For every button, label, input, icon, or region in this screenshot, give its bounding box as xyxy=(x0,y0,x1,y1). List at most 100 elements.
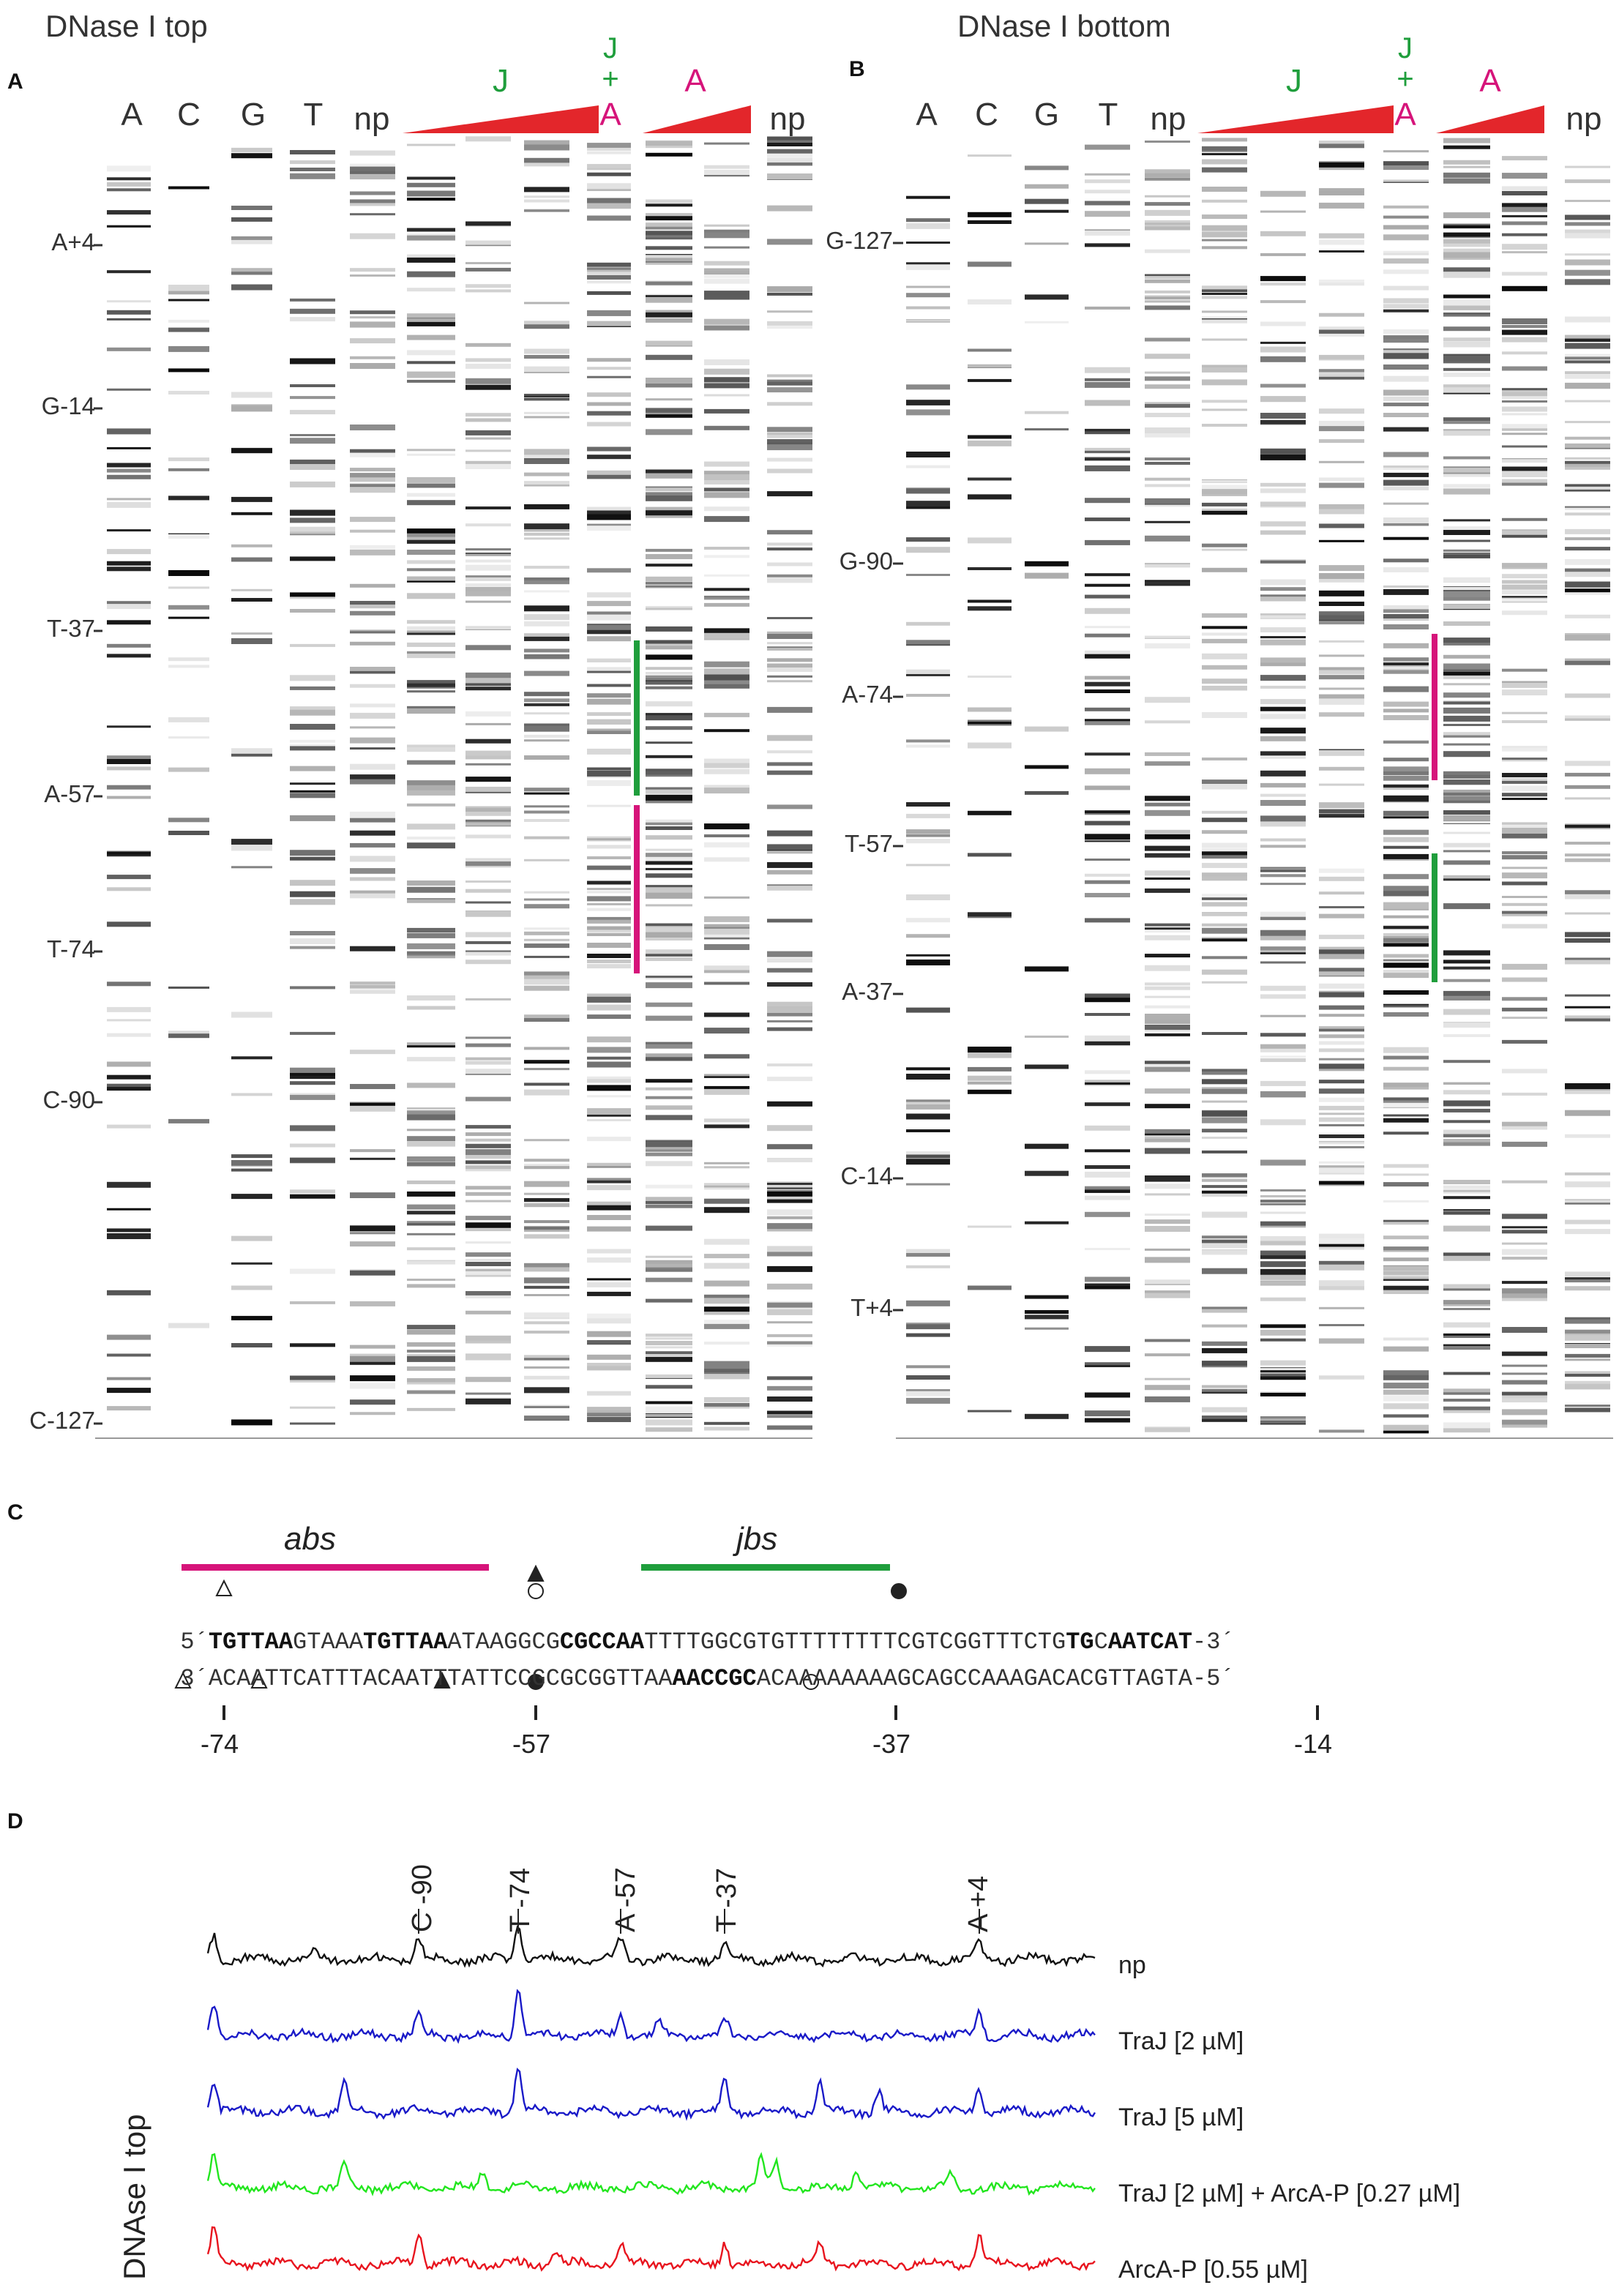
gel-band xyxy=(1085,840,1130,842)
gel-band xyxy=(646,789,692,794)
gel-band xyxy=(646,1298,692,1303)
gel-band xyxy=(587,1318,631,1324)
gel-band xyxy=(1260,675,1306,681)
gel-band xyxy=(465,861,511,866)
gel-band xyxy=(1085,1082,1130,1085)
gel-band xyxy=(107,501,151,508)
gel-band xyxy=(1383,502,1429,505)
gel-band xyxy=(524,348,569,354)
gel-lane xyxy=(465,136,511,1405)
gel-band xyxy=(290,481,335,487)
gel-band xyxy=(350,981,395,985)
gel-band xyxy=(1383,1114,1429,1117)
gel-band xyxy=(1085,1286,1130,1289)
gel-band xyxy=(1085,457,1130,461)
gel-band xyxy=(1202,1416,1247,1419)
gel-band xyxy=(524,529,569,532)
gel-band xyxy=(1383,926,1429,930)
gel-band xyxy=(1383,795,1429,801)
gel-band xyxy=(968,220,1012,224)
gel-band xyxy=(407,533,455,537)
gel-band xyxy=(290,517,335,523)
gel-band xyxy=(587,845,631,849)
gel-band xyxy=(1260,1080,1306,1086)
gel-band xyxy=(587,767,631,771)
gel-band xyxy=(290,1194,335,1199)
gel-band xyxy=(767,680,812,683)
gel-band xyxy=(1260,916,1306,921)
gel-band xyxy=(646,223,692,227)
gel-band xyxy=(1202,1239,1247,1245)
gel-band xyxy=(1145,834,1190,840)
gel-band xyxy=(524,614,569,621)
gel-band xyxy=(1319,190,1364,195)
gel-band xyxy=(1383,1085,1429,1090)
gel-band xyxy=(1145,1290,1190,1295)
gel-band xyxy=(107,604,151,610)
gel-band xyxy=(524,537,569,540)
gel-band xyxy=(1319,949,1364,955)
gel-band xyxy=(646,1374,692,1378)
gel-band xyxy=(646,141,692,146)
gel-band xyxy=(524,504,569,509)
gel-band xyxy=(767,1425,812,1430)
gel-band xyxy=(1565,457,1610,460)
gel-band xyxy=(587,926,631,932)
gel-band xyxy=(646,408,692,413)
gel-band xyxy=(646,741,692,744)
gel-band xyxy=(290,1422,335,1425)
gel-band xyxy=(1502,780,1547,784)
gel-band xyxy=(1443,732,1490,738)
gel-band xyxy=(1443,831,1490,834)
gel-band xyxy=(1565,1371,1610,1375)
gel-band xyxy=(906,465,950,468)
gel-band xyxy=(968,1081,1012,1085)
gel-band xyxy=(1443,519,1490,522)
panel-a-marker: C-90 xyxy=(42,1086,95,1113)
top-strand: 5´TGTTAAGTAAATGTTAAATAAGGCGCGCCAATTTTGGC… xyxy=(152,1601,1234,1656)
panel-a-marker: T-74 xyxy=(46,935,95,962)
gel-band xyxy=(646,607,692,610)
gel-band xyxy=(906,306,950,310)
gel-band xyxy=(1145,305,1190,310)
open-triangle-icon xyxy=(215,1579,233,1596)
gel-band xyxy=(1085,179,1130,184)
gel-band xyxy=(290,358,335,364)
gel-band xyxy=(107,165,151,172)
gel-band xyxy=(1383,605,1429,609)
gel-band xyxy=(587,1257,631,1263)
gel-band xyxy=(465,553,511,556)
bottom-strand-prefix: 3´ xyxy=(180,1665,209,1692)
gel-band xyxy=(906,1099,950,1102)
gel-band xyxy=(1319,141,1364,144)
gel-band xyxy=(107,1083,151,1088)
gel-band xyxy=(290,793,335,799)
gel-band xyxy=(1085,449,1130,454)
gel-band xyxy=(1443,743,1490,746)
trace-label-traj2: TraJ [2 µM] xyxy=(1118,2027,1244,2055)
gel-band xyxy=(906,829,950,834)
gel-band xyxy=(524,580,569,585)
gel-band xyxy=(1202,1365,1247,1368)
gel-band xyxy=(1202,231,1247,238)
gel-band xyxy=(704,1368,749,1373)
gel-band xyxy=(465,1377,511,1383)
gel-band xyxy=(407,493,455,497)
gel-band xyxy=(1085,873,1130,877)
gel-band xyxy=(704,597,749,600)
gel-band xyxy=(1443,1390,1490,1395)
gel-band xyxy=(587,611,631,617)
gel-band xyxy=(231,866,272,869)
gel-band xyxy=(1025,966,1069,972)
gel-band xyxy=(906,319,950,322)
gel-band xyxy=(1383,990,1429,995)
gel-band xyxy=(350,830,395,836)
gel-band xyxy=(1565,537,1610,541)
gel-band xyxy=(1319,408,1364,414)
gel-band xyxy=(290,173,335,179)
gel-band xyxy=(1502,711,1547,714)
gel-band xyxy=(407,271,455,277)
gel-band xyxy=(1202,1306,1247,1310)
gel-band xyxy=(587,698,631,705)
gel-band xyxy=(1145,923,1190,927)
